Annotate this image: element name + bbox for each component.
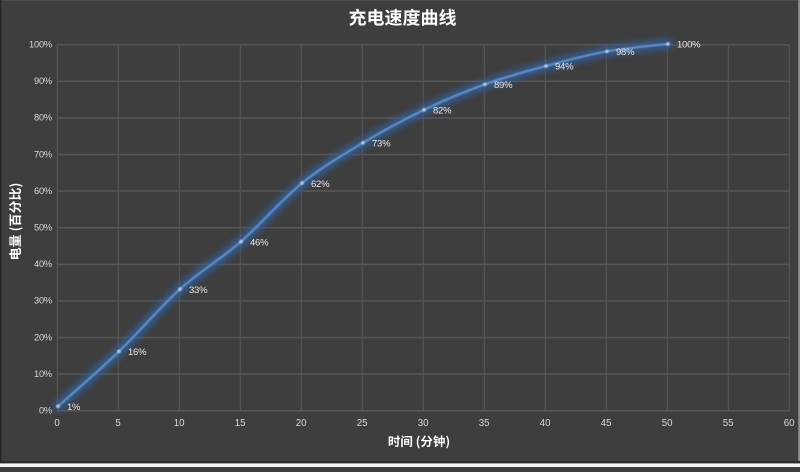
svg-text:30%: 30% bbox=[34, 296, 52, 306]
svg-text:0: 0 bbox=[54, 418, 60, 429]
svg-text:45: 45 bbox=[601, 418, 612, 429]
svg-text:98%: 98% bbox=[616, 47, 635, 58]
svg-text:80%: 80% bbox=[34, 113, 52, 123]
svg-text:50%: 50% bbox=[34, 223, 52, 233]
svg-text:33%: 33% bbox=[189, 285, 208, 296]
svg-text:40%: 40% bbox=[34, 259, 52, 269]
svg-text:60%: 60% bbox=[34, 186, 52, 196]
svg-text:55: 55 bbox=[723, 418, 734, 429]
svg-text:46%: 46% bbox=[250, 237, 269, 248]
svg-text:25: 25 bbox=[357, 418, 368, 429]
svg-text:62%: 62% bbox=[311, 179, 330, 190]
svg-text:35: 35 bbox=[479, 418, 490, 429]
svg-text:50: 50 bbox=[662, 418, 673, 429]
svg-text:1%: 1% bbox=[67, 402, 81, 413]
svg-text:5: 5 bbox=[115, 418, 120, 429]
svg-text:20%: 20% bbox=[34, 332, 52, 342]
svg-text:100%: 100% bbox=[677, 40, 701, 51]
svg-text:90%: 90% bbox=[34, 76, 52, 86]
svg-text:82%: 82% bbox=[433, 106, 452, 117]
svg-text:30: 30 bbox=[418, 418, 429, 429]
svg-text:94%: 94% bbox=[555, 62, 574, 73]
svg-text:60: 60 bbox=[784, 418, 795, 429]
svg-text:10%: 10% bbox=[34, 369, 52, 379]
svg-text:10: 10 bbox=[174, 418, 185, 429]
svg-text:89%: 89% bbox=[494, 80, 513, 91]
svg-text:40: 40 bbox=[540, 418, 551, 429]
svg-text:15: 15 bbox=[235, 418, 246, 429]
svg-text:73%: 73% bbox=[372, 139, 391, 150]
svg-text:70%: 70% bbox=[34, 149, 52, 159]
svg-text:16%: 16% bbox=[128, 347, 147, 358]
svg-text:20: 20 bbox=[296, 418, 307, 429]
svg-text:100%: 100% bbox=[29, 40, 52, 50]
svg-text:0%: 0% bbox=[39, 406, 52, 416]
